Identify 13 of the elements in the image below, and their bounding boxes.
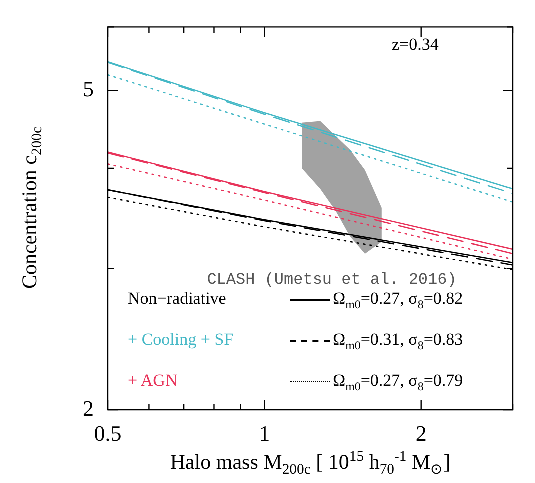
x-tick-label: 2 [416, 420, 427, 446]
text: Halo mass M$_{200c}$ [ 10$^{15}$ h$_{70}$$^{-1}$ M$_{⊙}$] [170, 449, 451, 478]
x-tick-label: 1 [259, 420, 270, 446]
annotation: z=0.34 [392, 35, 439, 54]
annotation: Ω$_{m0}$=0.27, σ$_{8}$=0.82 [333, 289, 464, 312]
annotation: Non−radiative [128, 289, 226, 308]
legend-label: CLASH (Umetsu et al. 2016) [207, 271, 457, 290]
annotation: + AGN [128, 371, 178, 390]
x-tick-label: 0.5 [94, 420, 122, 446]
annotation: Ω$_{m0}$=0.31, σ$_{8}$=0.83 [333, 330, 464, 352]
annotation: + Cooling + SF [128, 330, 234, 349]
y-tick-label: 5 [83, 76, 94, 102]
annotation: Ω$_{m0}$=0.27, σ$_{8}$=0.79 [333, 371, 464, 394]
